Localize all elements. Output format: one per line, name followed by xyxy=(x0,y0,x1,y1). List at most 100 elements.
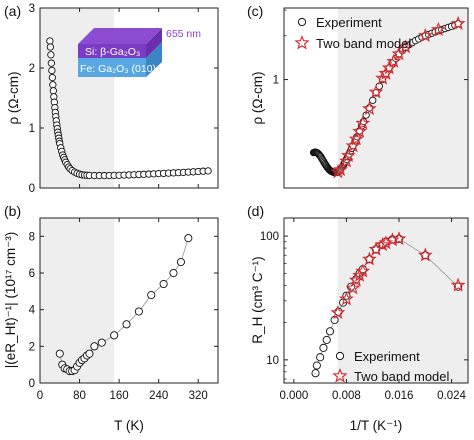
data-point xyxy=(46,43,55,51)
data-point xyxy=(122,320,131,329)
model-point xyxy=(345,138,361,153)
legend-marker-circle xyxy=(297,17,307,27)
legend-label: Two band model xyxy=(354,369,450,384)
y-tick-label: 0 xyxy=(29,378,35,390)
model-point xyxy=(333,162,348,177)
y-tick-label: 6 xyxy=(29,268,35,280)
model-point xyxy=(386,53,402,68)
model-point xyxy=(348,131,364,146)
panel-label: (d) xyxy=(247,203,264,219)
data-point xyxy=(97,338,106,347)
data-point xyxy=(134,307,143,316)
x-tick-label: 240 xyxy=(149,390,168,402)
model-point xyxy=(341,147,356,162)
y-tick-label: 1 xyxy=(273,75,279,87)
substrate-label: Fe: Ga₂O₃ (010) xyxy=(80,63,156,75)
panel-c: 1 (c) ρ (Ω-cm) Experiment Two band model xyxy=(247,3,469,189)
data-point xyxy=(184,234,193,243)
model-point xyxy=(368,241,384,256)
data-point xyxy=(48,66,56,75)
x-tick-label: 80 xyxy=(73,390,86,402)
data-point xyxy=(204,167,212,175)
model-point xyxy=(381,60,397,75)
model-point xyxy=(362,100,377,116)
x-tick-label: 0.024 xyxy=(437,390,466,402)
legend-star-shape xyxy=(332,367,348,383)
y-axis-label: ρ (Ω-cm) xyxy=(250,71,265,124)
inset-schematic: 655 nm Si: β-Ga₂O₃ Fe: Ga₂O₃ (010) xyxy=(78,28,201,77)
data-point xyxy=(85,349,94,358)
substrate-front xyxy=(78,58,146,77)
shaded-region xyxy=(337,218,468,383)
film-thickness-label: 655 nm xyxy=(166,28,201,40)
panel-b: 0 80 160 240 320 0 2 4 6 8 (b) T (K) |(eR_Ht)⁻¹| … xyxy=(3,203,219,433)
model-point xyxy=(355,263,371,278)
data-point xyxy=(47,59,56,67)
panel-label: (b) xyxy=(4,203,21,219)
x-tick-label: 0.000 xyxy=(279,390,308,402)
y-axis-label: R_H (cm³ C⁻¹) xyxy=(250,256,265,343)
x-tick-label: 320 xyxy=(189,390,208,402)
model-point xyxy=(450,277,466,292)
model-point xyxy=(345,280,361,295)
y-axis-label: |(eR_Ht)⁻¹| (10¹⁷ cm⁻³) xyxy=(3,232,18,368)
model-point xyxy=(339,291,354,306)
y-tick-label: 8 xyxy=(29,231,35,243)
legend-marker-star xyxy=(332,367,348,383)
legend-marker-star xyxy=(294,34,310,50)
y-tick-label: 4 xyxy=(29,305,36,317)
x-tick-label: 160 xyxy=(110,390,129,402)
legend-label: Experiment xyxy=(354,349,420,364)
model-point xyxy=(385,232,400,247)
data-point xyxy=(316,353,325,362)
data-point xyxy=(47,51,55,59)
data-point xyxy=(322,335,331,344)
substrate-side xyxy=(146,42,162,77)
plot-frame xyxy=(283,7,469,189)
legend-label: Experiment xyxy=(316,15,382,30)
data-point xyxy=(46,37,54,45)
data-point xyxy=(159,279,168,289)
model-point xyxy=(450,15,466,30)
y-tick-label: 2 xyxy=(29,341,35,353)
model-point xyxy=(417,27,433,43)
panel-a: 0 1 2 3 (a) ρ (Ω-cm) 655 nm Si: β-Ga₂O₃ Fe:… xyxy=(4,3,219,195)
legend-star-shape xyxy=(294,34,310,50)
data-point xyxy=(147,290,156,300)
x-tick-label: 0.008 xyxy=(332,390,361,402)
y-tick-label: 1 xyxy=(29,123,35,135)
data-point xyxy=(312,361,321,370)
x-tick-label: 0.016 xyxy=(385,390,414,402)
film-side xyxy=(146,28,162,58)
legend-marker-circle xyxy=(335,351,345,361)
data-point xyxy=(319,343,328,352)
film-label: Si: β-Ga₂O₃ xyxy=(85,46,140,58)
plot-frame xyxy=(39,7,219,189)
panel-label: (c) xyxy=(247,3,263,19)
model-point xyxy=(352,123,367,138)
shaded-region xyxy=(337,8,468,188)
model-point xyxy=(339,153,354,168)
legend-label: Two band model xyxy=(316,36,412,51)
model-point xyxy=(330,305,346,320)
y-axis-label: ρ (Ω-cm) xyxy=(6,71,21,124)
legend: Experiment Two band model xyxy=(294,15,412,51)
x-tick-label: 0 xyxy=(37,390,43,402)
model-point xyxy=(431,21,446,36)
model-point xyxy=(391,46,407,61)
film-front xyxy=(78,44,146,58)
shaded-region xyxy=(40,218,115,383)
model-point xyxy=(368,84,384,99)
data-point xyxy=(110,331,119,340)
y-tick-label: 0 xyxy=(29,183,35,195)
data-point xyxy=(176,257,185,267)
y-tick-label: 3 xyxy=(29,3,35,15)
data-point xyxy=(325,327,335,336)
legend: Experiment Two band model xyxy=(332,349,450,384)
y-tick-label: 10 xyxy=(266,355,279,367)
data-point xyxy=(311,369,320,378)
model-point xyxy=(355,115,371,130)
y-tick-label: 100 xyxy=(260,231,279,243)
